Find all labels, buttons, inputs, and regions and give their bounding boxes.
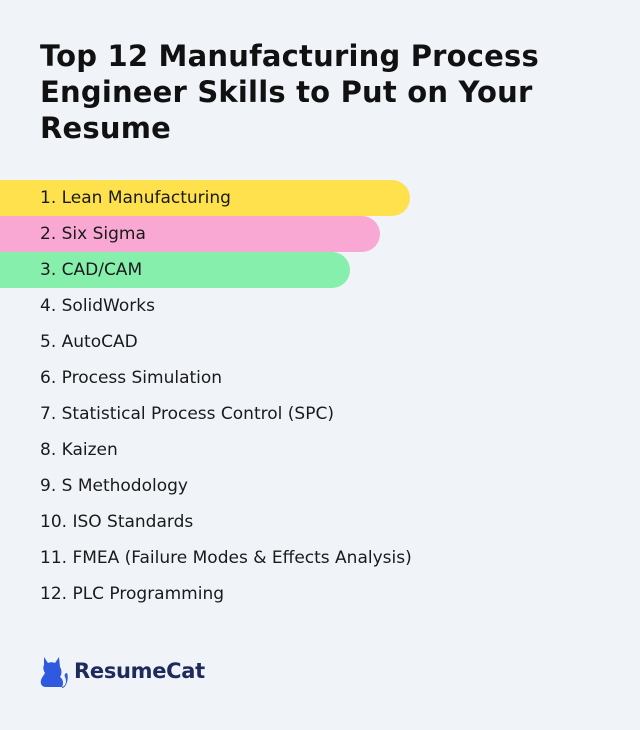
skill-item-8: 8. Kaizen [40, 440, 118, 460]
cat-icon [40, 657, 68, 688]
skill-item-7: 7. Statistical Process Control (SPC) [40, 404, 334, 424]
skill-item-5: 5. AutoCAD [40, 332, 138, 352]
skill-item-6: 6. Process Simulation [40, 368, 223, 388]
skill-item-9: 9. S Methodology [40, 476, 188, 496]
brand-name: ResumeCat [74, 659, 205, 683]
page-title: Top 12 Manufacturing Process Engineer Sk… [40, 39, 539, 145]
skill-item-11: 11. FMEA (Failure Modes & Effects Analys… [40, 548, 412, 568]
skill-item-2: 2. Six Sigma [0, 216, 380, 252]
skill-item-10: 10. ISO Standards [40, 512, 194, 532]
skill-item-12: 12. PLC Programming [40, 584, 225, 604]
skill-item-3: 3. CAD/CAM [0, 252, 350, 288]
brand-logo: ResumeCat [40, 652, 205, 690]
skill-item-4: 4. SolidWorks [40, 296, 155, 316]
skill-item-1: 1. Lean Manufacturing [0, 180, 410, 216]
skills-list: 1. Lean Manufacturing 2. Six Sigma 3. CA… [0, 180, 640, 612]
